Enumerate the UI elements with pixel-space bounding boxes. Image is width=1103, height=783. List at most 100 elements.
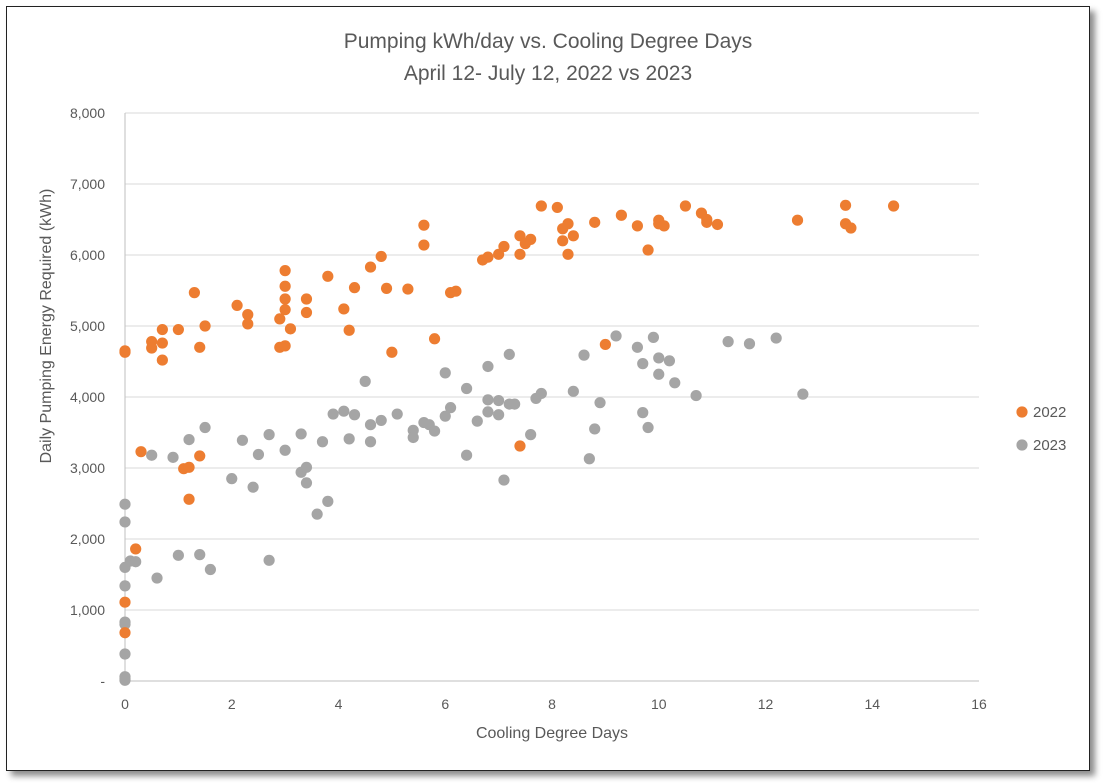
point-2022: [375, 250, 387, 263]
point-2022: [482, 251, 494, 263]
point-2022: [428, 333, 441, 345]
point-2023: [263, 429, 275, 441]
point-2022: [642, 244, 654, 256]
point-2023: [722, 336, 734, 348]
point-2023: [322, 495, 334, 507]
y-tick-label: -: [100, 673, 105, 689]
point-2023: [183, 434, 195, 446]
point-2022: [567, 230, 579, 242]
point-2023: [300, 477, 313, 489]
point-2023: [151, 572, 163, 584]
chart-frame: [6, 6, 1090, 771]
point-2023: [439, 367, 451, 379]
point-2022: [119, 596, 131, 608]
point-2023: [348, 409, 361, 421]
point-2022: [322, 270, 334, 282]
point-2023: [642, 421, 654, 434]
point-2022: [557, 235, 569, 247]
point-2023: [653, 352, 665, 364]
point-2023: [653, 368, 665, 380]
point-2022: [514, 230, 526, 242]
x-axis-label: Cooling Degree Days: [476, 725, 628, 742]
point-2023: [359, 375, 371, 387]
point-2023: [610, 330, 622, 342]
point-2023: [375, 414, 387, 427]
point-2023: [509, 398, 521, 410]
point-2023: [594, 397, 606, 409]
y-tick-label: 4,000: [70, 389, 105, 405]
point-2022: [631, 220, 644, 232]
point-2023: [295, 428, 307, 440]
point-2023: [583, 453, 595, 465]
y-tick-label: 2,000: [70, 531, 105, 547]
point-2023: [119, 516, 131, 528]
point-2022: [514, 248, 526, 260]
point-2023: [338, 405, 350, 417]
point-2023: [247, 481, 259, 493]
point-2022: [562, 248, 574, 260]
point-2022: [343, 324, 355, 336]
point-2022: [242, 309, 254, 321]
x-axis-ticks: 0 2 4 6 8 10 12 14 16: [121, 696, 987, 712]
point-2023: [482, 360, 494, 373]
point-2022: [279, 280, 291, 292]
point-2023: [279, 444, 291, 456]
point-2023: [444, 402, 457, 414]
point-2022: [274, 313, 286, 325]
point-2023: [119, 618, 131, 630]
point-2022: [279, 304, 291, 316]
point-2023: [119, 648, 131, 660]
point-2022: [589, 216, 601, 228]
point-2022: [279, 265, 291, 277]
point-2022: [183, 461, 195, 473]
point-2023: [327, 408, 339, 420]
point-2022: [562, 218, 574, 230]
point-2022: [279, 340, 291, 352]
x-tick-label: 14: [864, 696, 880, 712]
point-2022: [535, 200, 547, 212]
y-tick-label: 8,000: [70, 105, 105, 121]
y-tick-label: 6,000: [70, 247, 105, 263]
point-2022: [194, 450, 206, 462]
point-2022: [839, 199, 852, 211]
point-2023: [119, 498, 131, 510]
point-2023: [631, 341, 644, 353]
point-2022: [284, 323, 297, 335]
chart-subtitle: April 12- July 12, 2022 vs 2023: [404, 62, 692, 85]
x-tick-label: 6: [441, 696, 449, 712]
point-2022: [279, 293, 291, 305]
point-2023: [130, 556, 142, 568]
point-2023: [364, 436, 377, 448]
point-2023: [461, 382, 473, 395]
point-2022: [514, 440, 526, 452]
point-2022: [450, 285, 462, 297]
x-tick-label: 8: [548, 696, 556, 712]
point-2022: [551, 201, 563, 214]
point-2023: [493, 394, 505, 407]
point-2022: [194, 341, 206, 353]
point-2023: [439, 410, 451, 422]
legend-label-2022: 2022: [1033, 404, 1066, 421]
point-2022: [199, 320, 211, 332]
point-2022: [402, 283, 414, 295]
x-tick-label: 2: [228, 696, 236, 712]
point-2022: [364, 261, 377, 273]
gridlines: [124, 112, 979, 682]
point-2022: [231, 299, 243, 312]
point-2022: [791, 214, 804, 226]
legend-marker-2023: [1016, 439, 1028, 451]
point-2022: [146, 342, 158, 354]
y-tick-label: 1,000: [70, 602, 105, 618]
point-2023: [172, 549, 184, 561]
point-2023: [236, 434, 249, 446]
point-2023: [199, 421, 211, 434]
point-2023: [498, 474, 510, 486]
point-2023: [669, 377, 681, 389]
point-2023: [743, 338, 756, 350]
point-2023: [770, 332, 782, 344]
point-2023: [391, 408, 403, 420]
point-2022: [525, 233, 537, 245]
point-2022: [130, 543, 142, 555]
point-2023: [119, 580, 131, 592]
point-2023: [482, 406, 494, 418]
